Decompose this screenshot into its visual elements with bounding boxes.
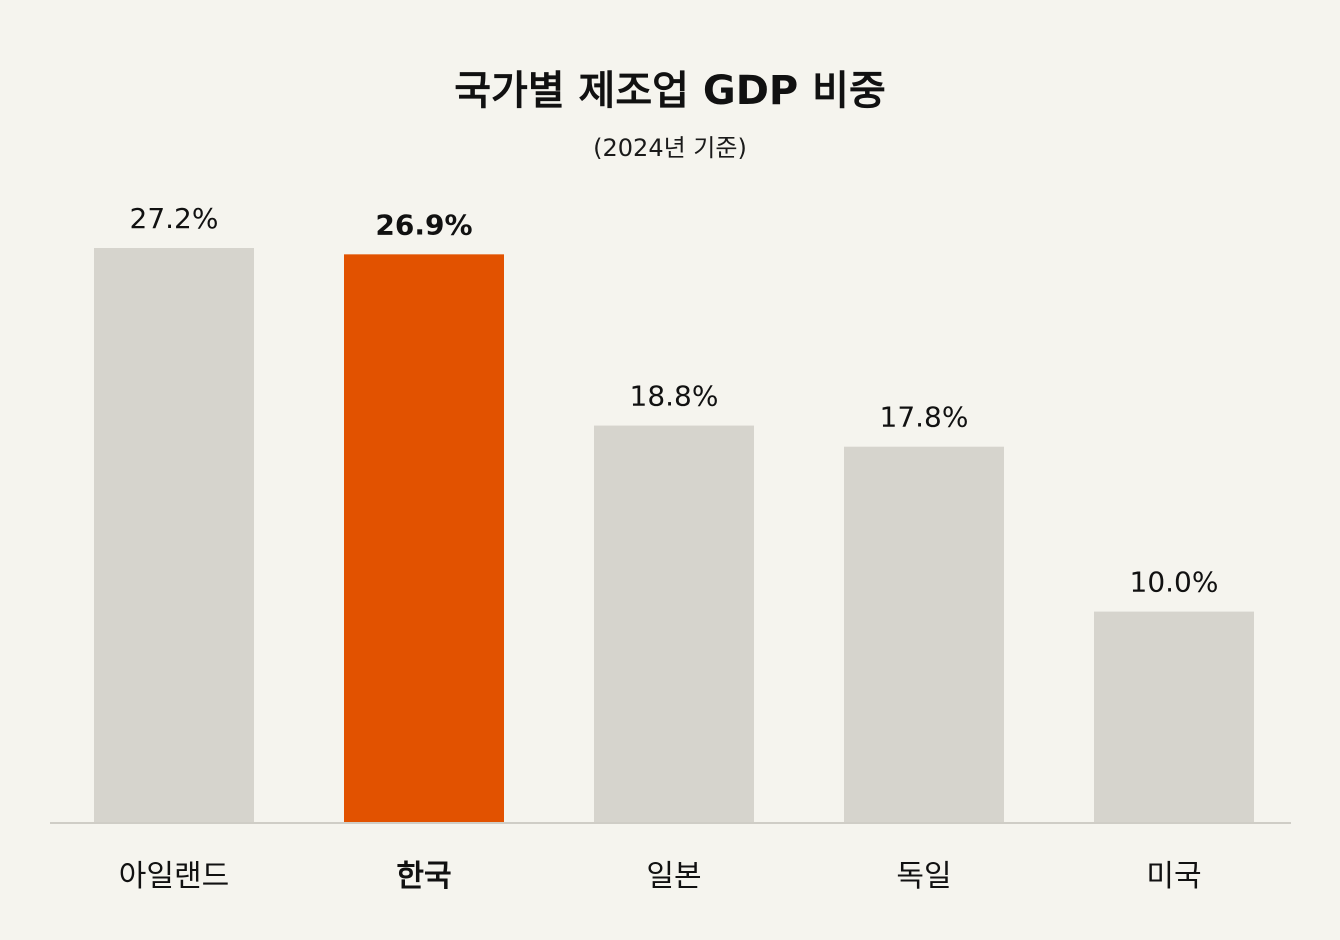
category-label-1: 한국 — [396, 859, 451, 894]
value-label-1: 26.9% — [375, 208, 472, 241]
bar-3 — [844, 446, 1004, 823]
bars-group — [94, 248, 1254, 823]
bar-4 — [1094, 611, 1254, 823]
bar-0 — [94, 248, 254, 823]
bar-2 — [594, 425, 754, 823]
category-label-3: 독일 — [896, 859, 951, 894]
category-label-0: 아일랜드 — [119, 859, 229, 894]
value-label-2: 18.8% — [630, 380, 719, 413]
category-label-2: 일본 — [646, 859, 701, 894]
value-label-4: 10.0% — [1130, 566, 1219, 599]
value-label-3: 17.8% — [880, 401, 969, 434]
bar-1 — [344, 254, 504, 823]
labels-group: 27.2% 아일랜드 26.9% 한국 18.8% 일본 17.8% 독일 10.0% 미국 — [119, 202, 1219, 894]
chart-subtitle: (2024년 기준) — [593, 134, 747, 162]
category-label-4: 미국 — [1146, 859, 1201, 894]
chart-title: 국가별 제조업 GDP 비중 — [454, 68, 886, 114]
value-label-0: 27.2% — [130, 202, 219, 235]
